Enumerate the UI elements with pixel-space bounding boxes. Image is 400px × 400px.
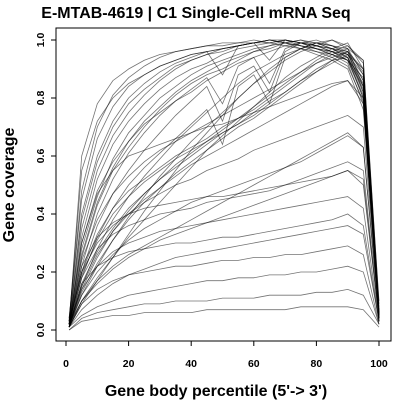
- series-line-27: [68, 161, 380, 328]
- series-line-20: [68, 51, 380, 328]
- series-line-28: [68, 135, 380, 325]
- series-line-36: [68, 288, 380, 331]
- x-tick-label: 0: [63, 358, 69, 370]
- series-line-22: [68, 56, 380, 325]
- series-line-32: [68, 213, 380, 328]
- series-line-9: [68, 42, 380, 328]
- x-tick-label: 20: [123, 358, 135, 370]
- chart-title: E-MTAB-4619 | C1 Single-Cell mRNA Seq: [41, 5, 350, 22]
- x-tick-label: 80: [311, 358, 323, 370]
- series-line-16: [68, 42, 380, 328]
- x-tick-label: 60: [248, 358, 260, 370]
- y-axis-label: Gene coverage: [1, 128, 18, 243]
- series-line-5: [68, 42, 380, 328]
- x-tick-label: 100: [370, 358, 388, 370]
- series-line-40: [68, 132, 380, 325]
- series-line-17: [68, 48, 380, 325]
- series-line-7: [68, 39, 380, 325]
- x-axis-label: Gene body percentile (5'-> 3'): [105, 383, 327, 400]
- series-line-8: [68, 39, 380, 322]
- series-line-39: [68, 39, 380, 322]
- series-line-6: [68, 39, 380, 319]
- series-line-23: [68, 80, 380, 325]
- series-line-35: [68, 265, 380, 328]
- series-line-12: [68, 39, 380, 322]
- series-line-3: [68, 39, 380, 322]
- x-axis: 0 20 40 60 80 100: [63, 340, 388, 370]
- series-line-26: [68, 80, 380, 325]
- series-line-4: [68, 42, 380, 325]
- series-line-1: [68, 39, 380, 325]
- series-line-11: [68, 39, 380, 328]
- series-line-25: [68, 114, 380, 322]
- series-line-29: [68, 170, 380, 328]
- series-line-21: [68, 45, 380, 328]
- y-tick-label: 0.6: [35, 149, 47, 164]
- x-tick-label: 40: [185, 358, 197, 370]
- series-line-37: [68, 306, 380, 331]
- series-line-34: [68, 245, 380, 328]
- y-tick-label: 0.0: [35, 323, 47, 338]
- series-line-14: [68, 39, 380, 319]
- series-line-15: [68, 39, 380, 325]
- y-tick-label: 1.0: [35, 33, 47, 48]
- series-line-30: [68, 170, 380, 328]
- y-tick-label: 0.2: [35, 265, 47, 280]
- series-lines: [68, 39, 380, 331]
- series-line-31: [68, 196, 380, 325]
- series-line-33: [68, 225, 380, 328]
- series-line-38: [68, 39, 380, 325]
- y-tick-label: 0.8: [35, 91, 47, 106]
- y-axis: 0.0 0.2 0.4 0.6 0.8 1.0: [35, 33, 57, 338]
- series-line-13: [68, 42, 380, 325]
- series-line-10: [68, 39, 380, 325]
- y-tick-label: 0.4: [35, 207, 47, 222]
